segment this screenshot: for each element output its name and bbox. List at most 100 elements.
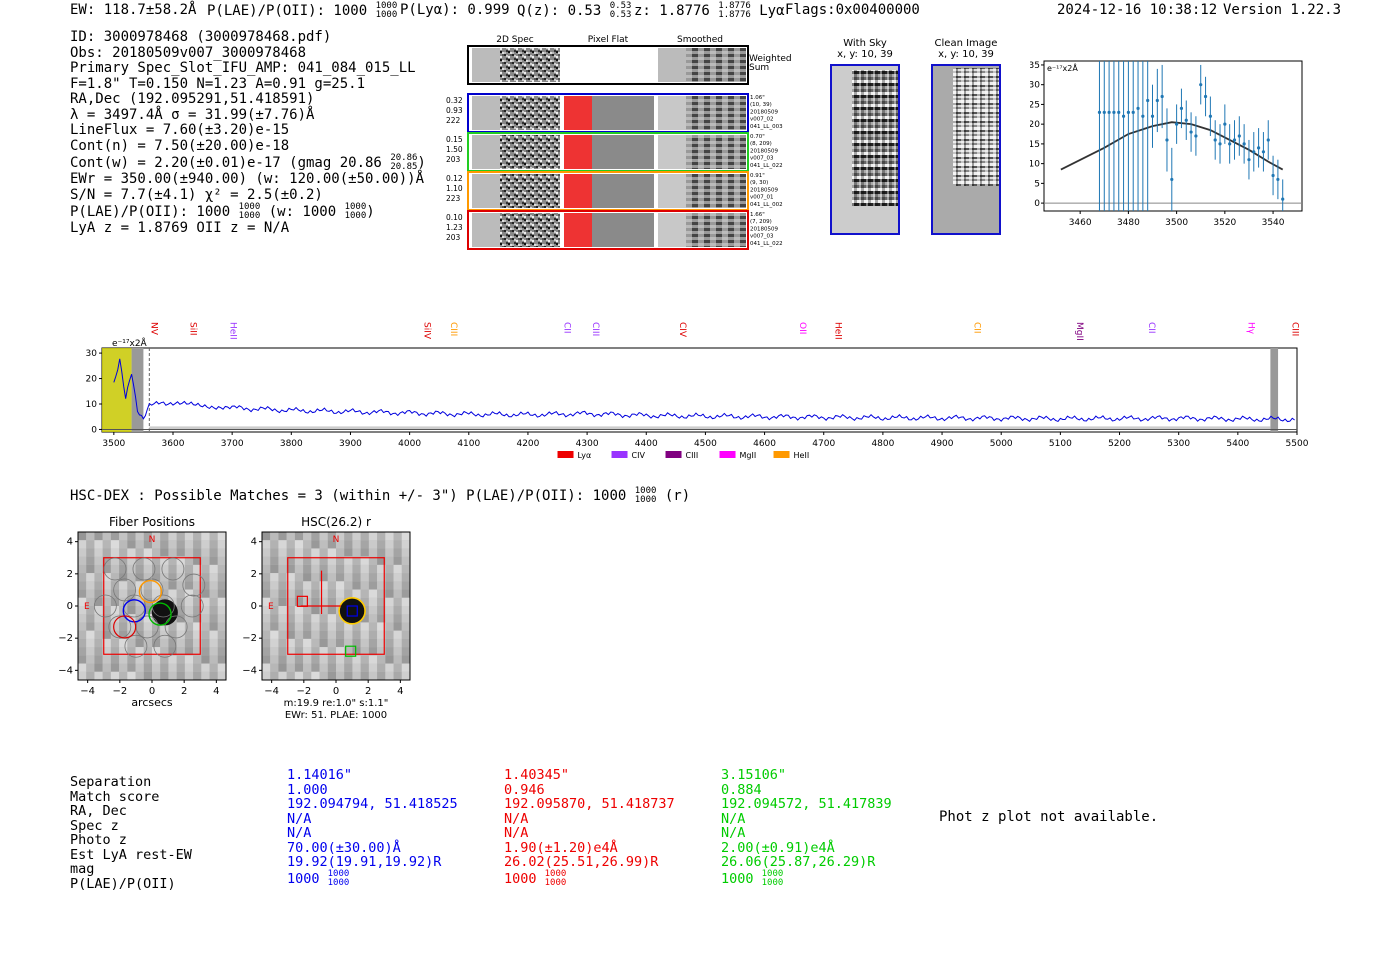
data-point: [1179, 106, 1184, 110]
detection-info: ID: 3000978468 (3000978468.pdf) Obs: 201…: [70, 29, 426, 237]
cutout-right-value: 0.91": [750, 173, 765, 179]
svg-text:Sum: Sum: [749, 63, 769, 73]
data-point: [1232, 138, 1237, 142]
line-marker-MgII: MgII: [1074, 322, 1084, 341]
cutout-left-value: 0.10: [446, 213, 463, 222]
legend-label: CIII: [686, 451, 699, 460]
data-point: [1175, 122, 1179, 126]
header-timestamp: 2024-12-16 10:38:12: [1057, 2, 1218, 18]
cutout-right-value: 041_LL_022: [750, 241, 783, 247]
info-contn: Cont(n) = 7.50(±20.00)e-18: [70, 137, 290, 154]
match-label: Spec z: [70, 817, 119, 834]
legend-swatch: [557, 451, 574, 458]
match-value: N/A: [721, 810, 746, 827]
legend-label: MgII: [740, 451, 757, 460]
match-label: Photo z: [70, 832, 127, 848]
line-marker-HeII: HeII: [833, 322, 843, 340]
cutout-left-value: 0.12: [446, 174, 463, 183]
hsc-caption-1: m:19.9 re:1.0" s:1.1": [284, 698, 389, 709]
x-tick-label: 0: [149, 686, 155, 697]
cutout-right-value: v007_03: [750, 234, 774, 240]
data-point: [1261, 150, 1266, 154]
data-point: [1237, 134, 1241, 138]
match-value: 0.946: [504, 781, 545, 798]
data-point: [1150, 114, 1155, 118]
fiber-circle: [153, 634, 177, 658]
cutout-pixelflat-mask: [564, 135, 592, 169]
x-tick-label: 4500: [694, 439, 717, 449]
photz-note: Phot z plot not available.: [939, 809, 1159, 825]
cutout-pixelflat: [592, 213, 654, 247]
x-tick-label: 4300: [576, 439, 599, 449]
cutout-right-value: v007_01: [750, 195, 774, 201]
cutout-left-value: 1.50: [446, 145, 463, 154]
info-lambda: λ = 3497.4Å σ = 31.99(±7.76)Å: [70, 106, 315, 123]
cutout-smoothed: [686, 135, 746, 169]
data-point: [1131, 110, 1135, 114]
fiber-positions-plot: Fiber Positions N E 4 2 0 −2 −4 −4 −2 0 2 4 arcsecs: [58, 515, 227, 709]
fiber-circle: [140, 578, 164, 602]
data-point: [1271, 173, 1275, 178]
match-value: 192.095870, 51.418737: [504, 796, 675, 812]
match-value: N/A: [287, 810, 312, 827]
x-tick-label: 3460: [1069, 218, 1092, 228]
line-marker-CIII: CIII: [448, 322, 458, 336]
info-sn: S/N = 7.7(±4.1) χ² = 2.5(±0.2): [70, 186, 323, 203]
line-marker-Hγ: Hγ: [1245, 322, 1255, 335]
match-value: 3.15106": [721, 767, 787, 783]
spectra-cutouts: 2D Spec Pixel Flat Smoothed Weighted Sum…: [446, 35, 792, 250]
cutout-smoothed-bg: [658, 135, 686, 169]
noise-band: [149, 426, 1271, 430]
y-tick-label: 4: [67, 537, 73, 548]
y-axis-label: e⁻¹⁷x2Å: [1047, 62, 1078, 73]
y-tick-label: −2: [58, 633, 73, 644]
match-column-1: 1.14016" 1.000 192.094794, 51.418525 N/A N/A…: [287, 768, 458, 888]
match-value: 1000 1000 1000: [721, 868, 784, 888]
data-point: [1223, 122, 1227, 126]
data-point: [1155, 98, 1159, 103]
x-tick-label: 3700: [221, 439, 244, 449]
cutout-pixelflat-mask: [564, 96, 592, 130]
masked-region-right: [1270, 348, 1279, 432]
col-label-2dspec: 2D Spec: [496, 35, 533, 45]
cutout-smoothed: [686, 174, 746, 208]
info-contw: Cont(w) = 2.20(±0.01)e-17 (gmag 20.86 20…: [70, 153, 426, 172]
cutout-2dspec: [500, 135, 560, 169]
data-point: [1213, 138, 1217, 142]
hsc-caption-2: EWr: 51. PLAE: 1000: [285, 710, 387, 721]
cutout-2dspec-bg: [472, 96, 500, 130]
cutout-2dspec-bg: [472, 135, 500, 169]
match-label: Match score: [70, 788, 160, 805]
data-point: [1165, 138, 1169, 142]
y-tick-label: 0: [91, 425, 97, 435]
header-z: z: 1.8776 1.8776 1.8776 Lyα: [634, 1, 785, 20]
x-tick-label: 4600: [753, 439, 776, 449]
y-tick-label: 10: [86, 400, 98, 410]
match-value: 26.02(25.51,26.99)R: [504, 854, 659, 870]
match-label: RA, Dec: [70, 803, 127, 819]
info-lyaz: LyA z = 1.8769 OII z = N/A: [70, 220, 290, 236]
fiber-orange: [138, 579, 163, 604]
cutout-2dspec: [500, 213, 560, 247]
match-value: 19.92(19.91,19.92)R: [287, 854, 442, 870]
data-point: [1194, 134, 1198, 138]
match-value: 1.40345": [504, 767, 570, 783]
x-tick-label: 2: [181, 686, 187, 697]
match-value: N/A: [721, 825, 746, 841]
x-tick-label: 3480: [1117, 218, 1140, 228]
data-point: [1097, 110, 1102, 114]
data-point: [1121, 114, 1126, 118]
x-tick-label: 3520: [1213, 218, 1236, 228]
cutout-left-value: 1.23: [446, 223, 463, 232]
x-tick-label: 3500: [102, 439, 125, 449]
clean-image: [931, 64, 1001, 235]
y-tick-label: 2: [67, 569, 73, 580]
cutout-smoothed-bg: [658, 174, 686, 208]
fiber-circle: [103, 557, 127, 581]
header-version: Version 1.22.3: [1223, 2, 1342, 18]
x-tick-label: 0: [333, 686, 339, 697]
x-tick-label: 4700: [812, 439, 835, 449]
fiber-circle: [124, 634, 148, 658]
cutout-pixelflat-mask: [564, 213, 592, 247]
y-tick-label: 0: [67, 601, 73, 612]
